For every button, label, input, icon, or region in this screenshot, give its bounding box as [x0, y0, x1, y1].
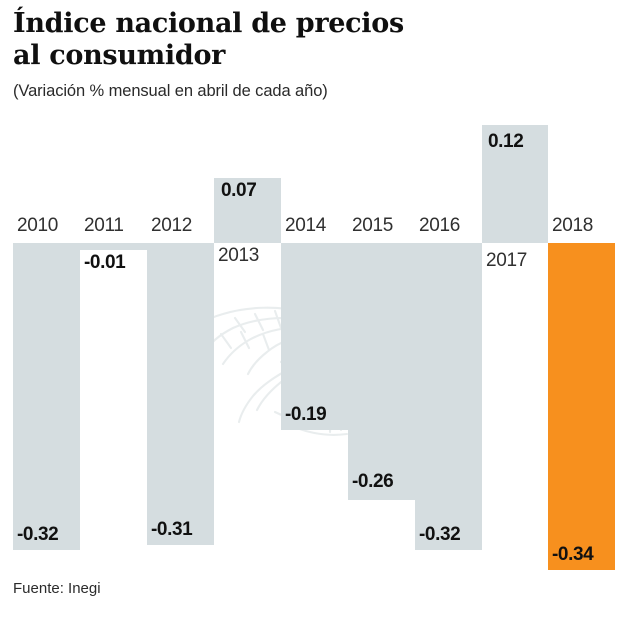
bar-value-2018: -0.34	[552, 544, 594, 565]
chart-header: Índice nacional de precios al consumidor…	[13, 8, 613, 101]
bar-value-2016: -0.32	[419, 524, 461, 545]
bar-2012[interactable]	[147, 243, 214, 545]
bar-label-2011: 2011	[84, 215, 124, 236]
bar-2014[interactable]	[281, 243, 348, 430]
bar-label-2014: 2014	[285, 215, 327, 236]
bar-label-2015: 2015	[352, 215, 394, 236]
bar-label-2013: 2013	[218, 245, 260, 266]
bar-2016[interactable]	[415, 243, 482, 550]
bar-label-2012: 2012	[151, 215, 193, 236]
bar-2011[interactable]	[80, 243, 147, 250]
bar-value-2017: 0.12	[488, 131, 524, 152]
bar-value-2010: -0.32	[17, 524, 59, 545]
bar-label-2010: 2010	[17, 215, 59, 236]
bar-label-2018: 2018	[552, 215, 594, 236]
chart-subtitle: (Variación % mensual en abril de cada añ…	[13, 81, 328, 100]
bar-2013[interactable]	[214, 178, 281, 243]
bar-value-2014: -0.19	[285, 404, 327, 425]
bar-2018[interactable]	[548, 243, 615, 570]
source-note: Fuente: Inegi	[13, 580, 101, 597]
bar-2010[interactable]	[13, 243, 80, 550]
bar-value-2012: -0.31	[151, 519, 193, 540]
bar-label-2016: 2016	[419, 215, 461, 236]
bar-value-2013: 0.07	[221, 180, 257, 201]
bar-label-2017: 2017	[486, 250, 528, 271]
page-title: Índice nacional de precios al consumidor	[13, 8, 404, 71]
bar-2015[interactable]	[348, 243, 415, 500]
bar-value-2015: -0.26	[352, 471, 394, 492]
bar-2017[interactable]	[482, 125, 548, 243]
bar-value-2011: -0.01	[84, 252, 126, 273]
